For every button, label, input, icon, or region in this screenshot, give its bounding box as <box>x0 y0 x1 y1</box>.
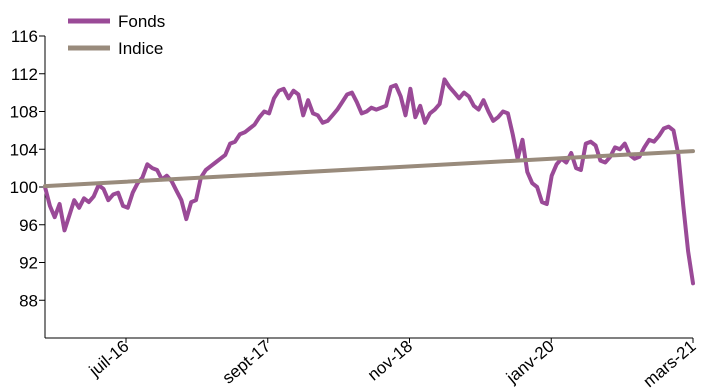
y-axis-ticks: 116 112 108 104 100 96 92 88 <box>10 27 45 310</box>
y-tick-label: 100 <box>10 178 38 197</box>
x-tick-label: sept-17 <box>219 337 275 388</box>
legend: Fonds Indice <box>68 12 165 58</box>
y-tick-label: 92 <box>19 254 38 273</box>
series-lines <box>43 77 695 286</box>
series-line-indice <box>43 149 695 189</box>
legend-label-indice: Indice <box>118 39 163 58</box>
x-tick-label: juil-16 <box>85 337 133 381</box>
axes <box>44 36 693 339</box>
y-tick-label: 96 <box>19 216 38 235</box>
y-tick-label: 88 <box>19 291 38 310</box>
x-tick-label: janv-20 <box>502 337 558 388</box>
y-tick-label: 104 <box>10 140 38 159</box>
x-axis-ticks: juil-16 sept-17 nov-18 janv-20 mars-21 <box>85 337 700 392</box>
series-line-fonds <box>43 77 695 286</box>
y-tick-label: 108 <box>10 103 38 122</box>
y-tick-label: 112 <box>11 65 38 84</box>
y-tick-label: 116 <box>11 27 38 46</box>
legend-label-fonds: Fonds <box>118 12 165 31</box>
x-tick-label: mars-21 <box>640 337 700 392</box>
x-tick-label: nov-18 <box>364 337 416 385</box>
